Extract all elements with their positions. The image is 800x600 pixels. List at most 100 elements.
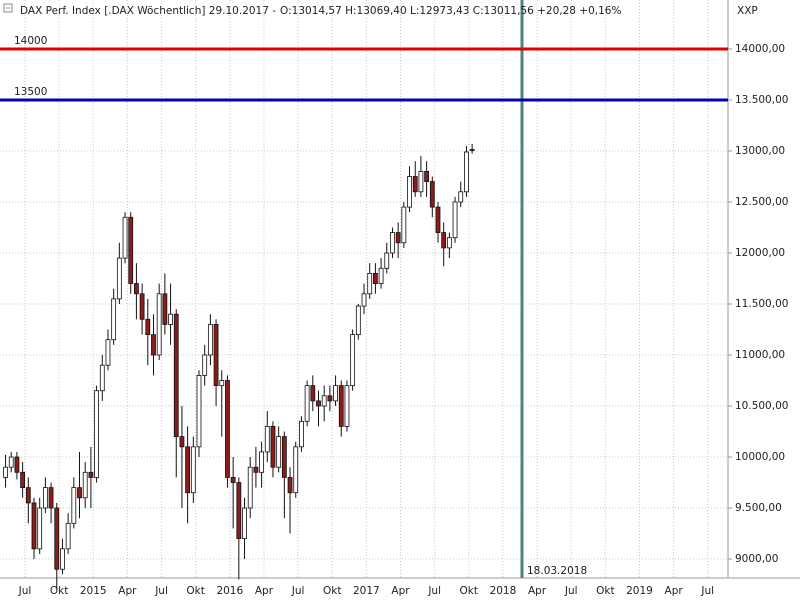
candle-body	[60, 548, 65, 570]
icon	[3, 3, 13, 13]
candle-body	[219, 380, 225, 387]
x-tick-label: Okt	[186, 585, 204, 597]
candle-body	[105, 339, 111, 366]
level-label: 14000	[14, 35, 47, 47]
x-tick-label: Jul	[18, 585, 32, 597]
x-tick-label: Jul	[564, 585, 578, 597]
x-tick-label: 2019	[626, 585, 653, 597]
candle-body	[77, 487, 82, 499]
candle-body	[418, 170, 424, 193]
candle-body	[54, 507, 60, 570]
date-marker-label: 18.03.2018	[527, 565, 587, 577]
y-tick-label: 9.500,00	[735, 502, 782, 514]
x-tick-label: Jul	[154, 585, 168, 597]
candle-body	[446, 237, 452, 249]
candle-body	[122, 216, 128, 259]
x-tick-label: 2018	[490, 585, 517, 597]
candles	[3, 143, 475, 590]
x-tick-label: Okt	[460, 585, 478, 597]
candle-body	[247, 466, 253, 509]
candle-body	[25, 487, 31, 504]
candle-body	[48, 487, 54, 509]
candle-body	[452, 201, 458, 239]
x-tick-label: Okt	[323, 585, 341, 597]
candle-body	[65, 522, 71, 550]
candle-body	[162, 293, 168, 325]
x-tick-label: Okt	[596, 585, 614, 597]
candle-body	[94, 390, 99, 478]
candle-body	[270, 426, 276, 468]
candle-body	[435, 206, 441, 233]
x-tick-label: Apr	[255, 585, 274, 597]
candle-body	[344, 385, 350, 427]
candle-body	[82, 471, 88, 499]
candle-body	[412, 176, 418, 193]
candle-body	[42, 487, 48, 509]
candle-body	[424, 170, 430, 182]
candle-body	[429, 181, 435, 208]
grid	[0, 0, 728, 578]
candle-body	[287, 477, 293, 494]
candle-body	[304, 385, 310, 422]
y-tick-label: 13.500,00	[735, 94, 788, 106]
candle-body	[310, 385, 316, 402]
candle-body	[333, 385, 338, 402]
candle-body	[338, 385, 344, 427]
x-tick-label: Jul	[291, 585, 305, 597]
candle-body	[71, 487, 77, 524]
x-tick-label: Apr	[665, 585, 684, 597]
x-tick-label: Jul	[700, 585, 714, 597]
y-tick-label: 12.500,00	[735, 196, 788, 208]
level-label: 13500	[14, 86, 47, 98]
x-tick-label: Apr	[391, 585, 410, 597]
candle-body	[156, 293, 162, 356]
candle-body	[441, 232, 447, 249]
overlays: 18.03.2018 14000 13500	[0, 0, 728, 578]
candle-body	[230, 477, 236, 483]
candle-body	[145, 318, 151, 335]
candle-body	[327, 395, 333, 402]
y-tick-label: 11000,00	[735, 349, 785, 361]
candle-body	[168, 313, 173, 325]
chart-title: DAX Perf. Index [.DAX Wöchentlich] 29.10…	[20, 5, 276, 17]
y-tick-label: 11.500,00	[735, 298, 788, 310]
candle-body	[361, 293, 367, 307]
candle-body	[134, 283, 139, 295]
candle-body	[31, 502, 37, 550]
candle-body	[139, 293, 145, 320]
candle-body	[469, 149, 475, 151]
candle-body	[8, 456, 14, 468]
candle-body	[401, 206, 407, 244]
candle-body	[20, 471, 26, 489]
candle-body	[207, 323, 213, 356]
candle-body	[185, 446, 191, 494]
candle-body	[378, 267, 384, 284]
candle-body	[225, 380, 230, 478]
candle-body	[3, 466, 8, 478]
x-tick-label: Okt	[50, 585, 68, 597]
y-tick-label: 14000,00	[735, 43, 785, 55]
y-tick-label: 10.500,00	[735, 400, 788, 412]
candle-body	[281, 436, 287, 478]
candle-body	[355, 305, 361, 335]
candle-body	[293, 446, 299, 494]
candle-body	[395, 232, 401, 244]
candle-body	[316, 400, 321, 407]
candle-body	[407, 176, 412, 208]
candle-body	[321, 395, 327, 407]
candle-body	[253, 466, 259, 473]
candle-body	[111, 298, 117, 341]
currency: XXP	[737, 5, 758, 17]
candle-body	[116, 257, 122, 300]
x-tick-label: 2016	[216, 585, 243, 597]
candle-body	[464, 151, 469, 193]
candle-body	[384, 252, 390, 269]
y-tick-label: 13000,00	[735, 145, 785, 157]
candle-body	[236, 482, 242, 540]
x-tick-label: Apr	[528, 585, 547, 597]
candle-body	[372, 272, 378, 284]
candle-body	[179, 436, 185, 448]
candle-body	[276, 436, 282, 468]
candle-body	[99, 364, 105, 392]
